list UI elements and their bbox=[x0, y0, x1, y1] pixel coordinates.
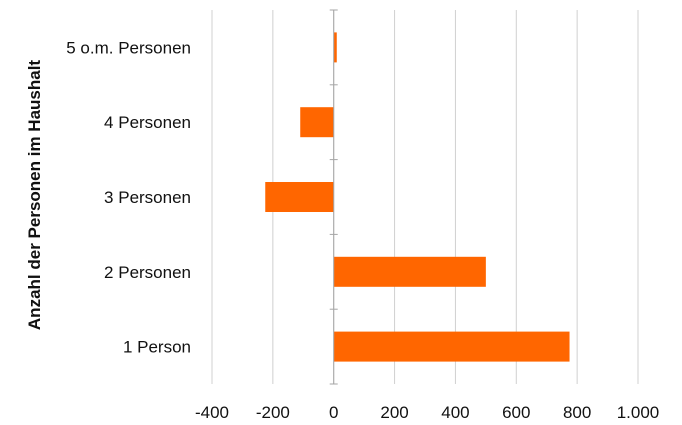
bar bbox=[300, 107, 334, 138]
bar bbox=[333, 256, 486, 287]
x-tick-label: -400 bbox=[195, 403, 229, 422]
category-label: 4 Personen bbox=[104, 113, 191, 132]
x-tick-label: 800 bbox=[563, 403, 591, 422]
category-labels: 5 o.m. Personen 4 Personen 3 Personen 2 Per… bbox=[66, 38, 191, 356]
y-axis-title: Anzahl der Personen im Haushalt bbox=[25, 60, 44, 331]
bar bbox=[333, 331, 570, 362]
bar bbox=[333, 32, 337, 63]
bars bbox=[265, 32, 570, 362]
category-label: 1 Person bbox=[123, 338, 191, 357]
bar bbox=[265, 182, 334, 212]
category-label: 3 Personen bbox=[104, 188, 191, 207]
x-tick-label: 0 bbox=[329, 403, 338, 422]
x-tick-label: 400 bbox=[441, 403, 469, 422]
x-tick-label: -200 bbox=[256, 403, 290, 422]
x-tick-labels: -400 -200 0 200 400 600 800 1.000 bbox=[195, 403, 659, 422]
category-label: 2 Personen bbox=[104, 263, 191, 282]
category-label: 5 o.m. Personen bbox=[66, 38, 191, 57]
x-tick-label: 200 bbox=[380, 403, 408, 422]
x-tick-label: 1.000 bbox=[617, 403, 660, 422]
axis bbox=[329, 9, 338, 385]
x-tick-label: 600 bbox=[502, 403, 530, 422]
